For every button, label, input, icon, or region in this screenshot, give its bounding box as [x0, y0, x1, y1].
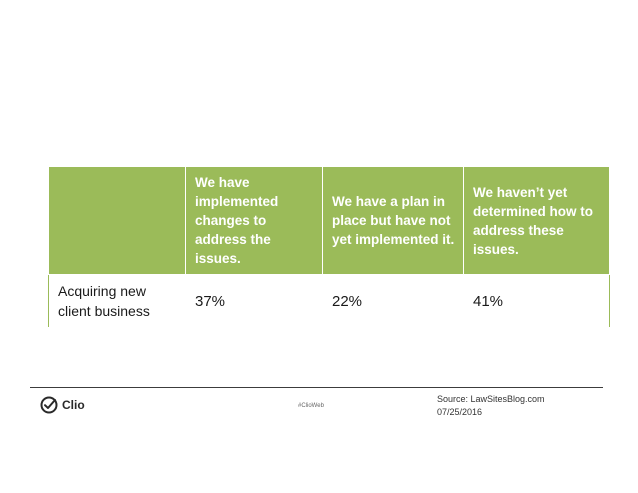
- row-label: Acquiring new client business: [48, 274, 186, 328]
- table-header-implemented: We have implemented changes to address t…: [185, 166, 323, 275]
- table-header-undetermined: We haven’t yet determined how to address…: [463, 166, 610, 275]
- logo-text: Clio: [62, 398, 85, 412]
- table-header-corner: [48, 166, 186, 275]
- clio-logo: Clio: [40, 396, 85, 414]
- value-plan: 22%: [322, 274, 464, 328]
- clio-check-icon: [40, 396, 58, 414]
- source-note: Source: LawSitesBlog.com 07/25/2016: [437, 393, 545, 419]
- table-row: Acquiring new client business 37% 22% 41…: [48, 274, 610, 328]
- value-undetermined: 41%: [463, 274, 610, 328]
- survey-table: We have implemented changes to address t…: [48, 166, 610, 328]
- table-header-plan: We have a plan in place but have not yet…: [322, 166, 464, 275]
- footer-divider: [30, 387, 603, 388]
- table-header-row: We have implemented changes to address t…: [48, 166, 610, 275]
- source-line: Source: LawSitesBlog.com: [437, 394, 545, 404]
- hashtag: #ClioWeb: [298, 403, 324, 409]
- value-implemented: 37%: [185, 274, 323, 328]
- source-date: 07/25/2016: [437, 407, 483, 417]
